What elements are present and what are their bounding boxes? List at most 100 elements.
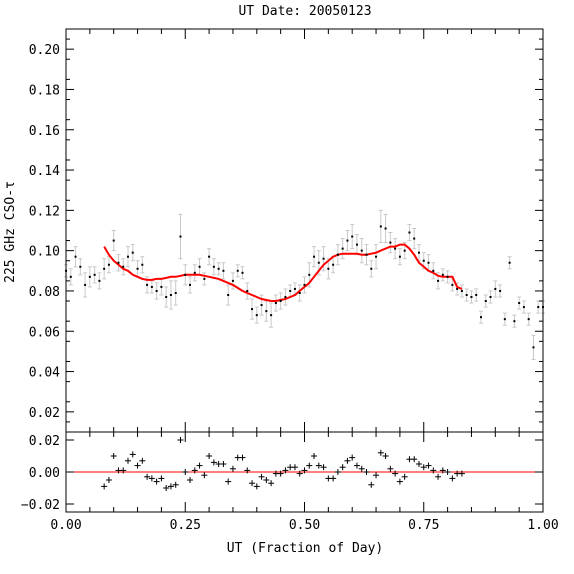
residual-point <box>220 461 227 467</box>
residual-point <box>158 475 165 482</box>
data-point <box>260 304 263 307</box>
residual-point <box>244 467 251 474</box>
data-point <box>479 316 482 319</box>
residual-point <box>229 465 236 472</box>
residual-point <box>129 451 136 458</box>
data-point <box>494 287 497 290</box>
data-point <box>332 263 335 266</box>
data-point <box>336 253 339 256</box>
data-point <box>298 291 301 294</box>
data-point <box>341 247 344 250</box>
data-point <box>179 235 182 238</box>
data-point <box>379 225 382 228</box>
residual-point <box>349 454 356 461</box>
data-point <box>189 283 192 286</box>
residual-point <box>415 461 422 467</box>
residual-point <box>330 475 337 482</box>
data-point <box>317 261 320 264</box>
data-point <box>222 269 225 272</box>
data-point <box>93 273 96 276</box>
y-tick-label: 0.08 <box>29 285 60 300</box>
residual-point <box>144 473 151 480</box>
data-point <box>427 261 430 264</box>
data-point <box>432 269 435 272</box>
residual-point <box>249 480 256 487</box>
data-point <box>451 283 454 286</box>
residual-point <box>291 464 298 471</box>
data-point <box>460 289 463 292</box>
residual-point <box>344 457 351 464</box>
residual-axis-ticks: −0.02 0.00 0.02 0.00 0.25 0.50 0.75 1.00 <box>21 432 559 533</box>
tau-panel: 0.02 0.04 0.06 0.08 0.10 0.12 0.14 0.16 0.18 0.20 <box>29 28 545 433</box>
y-tick-label: 0.10 <box>29 245 60 260</box>
data-point <box>527 318 530 321</box>
data-point <box>251 308 254 311</box>
data-point <box>279 300 282 303</box>
residual-point <box>191 467 198 474</box>
residual-point <box>387 465 394 472</box>
tau-axis-ticks: 0.02 0.04 0.06 0.08 0.10 0.12 0.14 0.16 0.18 0.20 <box>29 29 544 432</box>
data-point <box>508 261 511 264</box>
data-point <box>274 302 277 305</box>
data-point <box>394 247 397 250</box>
residual-point <box>353 462 360 469</box>
residual-point <box>206 453 213 459</box>
data-point <box>289 289 292 292</box>
residual-point <box>411 456 418 463</box>
data-point <box>265 310 268 313</box>
y-tick-label: 0.18 <box>29 83 60 98</box>
data-point <box>365 253 368 256</box>
data-point <box>322 257 325 260</box>
residual-point <box>196 462 203 469</box>
data-point <box>169 293 172 296</box>
data-point <box>384 227 387 230</box>
residual-point <box>153 478 160 485</box>
fit-curve <box>103 243 463 302</box>
x-tick-label: 0.25 <box>170 518 201 533</box>
residual-point <box>225 478 232 485</box>
residual-point <box>334 469 341 475</box>
data-point <box>141 263 144 266</box>
residual-point <box>320 464 327 471</box>
residual-point <box>177 437 184 443</box>
data-point <box>470 295 473 298</box>
residual-point <box>425 462 432 469</box>
data-point <box>403 249 406 252</box>
data-point <box>456 287 459 290</box>
residual-point <box>105 477 112 483</box>
data-point <box>518 302 521 305</box>
data-point <box>131 251 134 254</box>
residual-plot-frame <box>65 431 544 513</box>
y-tick-label: 0.14 <box>29 164 60 179</box>
residual-point <box>296 470 303 477</box>
data-point <box>231 279 234 282</box>
data-point <box>408 231 411 234</box>
data-point <box>513 320 516 323</box>
data-point <box>69 275 72 278</box>
data-point <box>165 295 168 298</box>
data-point <box>217 267 220 270</box>
data-points <box>65 225 544 349</box>
data-point <box>241 271 244 274</box>
residual-point <box>172 481 179 488</box>
data-point <box>212 265 215 268</box>
data-point <box>84 283 87 286</box>
data-point <box>499 289 502 292</box>
data-point <box>122 265 125 268</box>
data-point <box>127 255 130 258</box>
residual-point <box>444 469 451 475</box>
data-point <box>417 251 420 254</box>
y-tick-label: 0.02 <box>29 406 60 421</box>
residual-point <box>363 469 370 475</box>
y-tick-label: 0.12 <box>29 204 60 219</box>
residual-point <box>163 485 170 491</box>
data-point <box>203 277 206 280</box>
residual-point <box>315 462 322 469</box>
residual-point <box>263 477 270 483</box>
residual-point <box>182 469 189 475</box>
data-point <box>174 291 177 294</box>
data-point <box>160 285 163 288</box>
data-point <box>465 293 468 296</box>
residual-point <box>210 459 217 466</box>
